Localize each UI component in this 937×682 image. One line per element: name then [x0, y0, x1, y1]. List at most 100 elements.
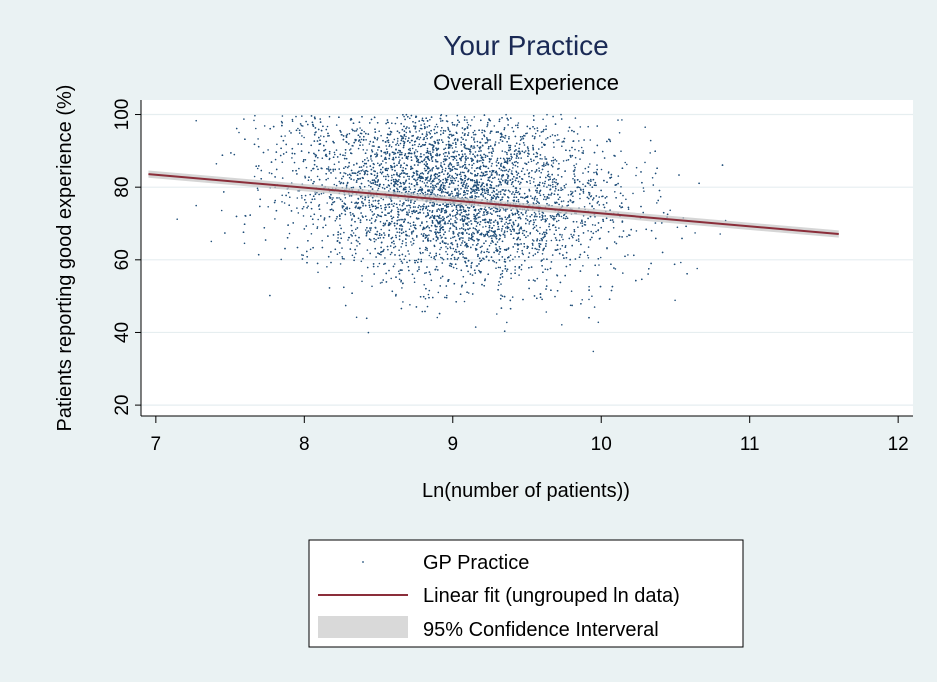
data-point — [287, 191, 290, 194]
data-point — [408, 204, 410, 207]
data-point — [517, 180, 520, 183]
data-point — [423, 123, 426, 125]
data-point — [435, 239, 438, 242]
data-point — [526, 169, 529, 171]
data-point — [598, 204, 601, 206]
data-point — [473, 145, 475, 147]
data-point — [551, 173, 553, 176]
data-point — [472, 159, 474, 161]
data-point — [413, 239, 415, 242]
data-point — [523, 134, 525, 137]
data-point — [366, 166, 368, 168]
data-point — [525, 230, 528, 233]
data-point — [311, 123, 314, 126]
data-point — [350, 201, 353, 203]
data-point — [432, 238, 435, 240]
data-point — [599, 256, 602, 259]
data-point — [463, 190, 466, 192]
data-point — [297, 127, 299, 130]
data-point — [417, 212, 420, 214]
data-point — [408, 190, 410, 193]
data-point — [578, 256, 581, 259]
data-point — [593, 171, 595, 174]
data-point — [477, 255, 479, 258]
data-point — [312, 125, 315, 127]
data-point — [361, 280, 363, 283]
data-point — [408, 186, 411, 188]
data-point — [400, 164, 402, 167]
data-point — [459, 214, 461, 216]
data-point — [391, 236, 394, 239]
data-point — [635, 230, 638, 232]
data-point — [333, 201, 336, 203]
data-point — [582, 150, 585, 152]
data-point — [400, 182, 402, 185]
data-point — [403, 258, 406, 261]
data-point — [444, 182, 447, 184]
data-point — [425, 226, 428, 229]
data-point — [397, 216, 399, 218]
data-point — [375, 152, 378, 154]
data-point — [545, 138, 547, 140]
data-point — [503, 209, 505, 211]
data-point — [303, 228, 306, 230]
data-point — [596, 164, 598, 166]
data-point — [399, 159, 401, 161]
data-point — [533, 137, 536, 140]
data-point — [562, 160, 565, 162]
data-point — [367, 133, 370, 135]
data-point — [448, 183, 451, 186]
data-point — [457, 190, 460, 192]
data-point — [442, 178, 445, 181]
data-point — [577, 235, 580, 237]
data-point — [389, 245, 392, 247]
data-point — [514, 187, 517, 189]
data-point — [577, 238, 580, 240]
data-point — [643, 190, 645, 192]
data-point — [541, 265, 543, 267]
data-point — [483, 185, 486, 188]
data-point — [496, 313, 498, 315]
data-point — [547, 173, 550, 176]
data-point — [356, 128, 359, 130]
data-point — [552, 159, 555, 162]
data-point — [469, 178, 472, 181]
data-point — [307, 179, 310, 181]
data-point — [439, 242, 442, 245]
data-point — [621, 236, 623, 238]
data-point — [359, 185, 361, 188]
data-point — [497, 266, 500, 269]
data-point — [534, 195, 537, 198]
data-point — [451, 147, 454, 149]
data-point — [408, 137, 410, 139]
data-point — [310, 169, 313, 172]
data-point — [466, 127, 469, 129]
data-point — [560, 215, 563, 218]
data-point — [492, 177, 494, 179]
data-point — [427, 237, 429, 239]
data-point — [536, 187, 538, 189]
data-point — [516, 165, 519, 168]
data-point — [221, 154, 224, 156]
data-point — [362, 257, 364, 260]
data-point — [501, 295, 504, 298]
data-point — [279, 154, 282, 157]
data-point — [523, 243, 525, 245]
data-point — [536, 155, 538, 158]
data-point — [426, 247, 428, 250]
data-point — [486, 233, 489, 236]
data-point — [413, 281, 416, 284]
data-point — [428, 254, 431, 257]
data-point — [446, 247, 449, 250]
data-point — [415, 149, 417, 151]
data-point — [408, 269, 410, 272]
data-point — [542, 118, 544, 121]
data-point — [532, 153, 535, 155]
data-point — [525, 196, 528, 198]
data-point — [413, 125, 415, 127]
data-point — [648, 268, 650, 270]
data-point — [361, 201, 363, 204]
data-point — [495, 164, 498, 167]
data-point — [473, 213, 475, 216]
data-point — [483, 114, 486, 116]
